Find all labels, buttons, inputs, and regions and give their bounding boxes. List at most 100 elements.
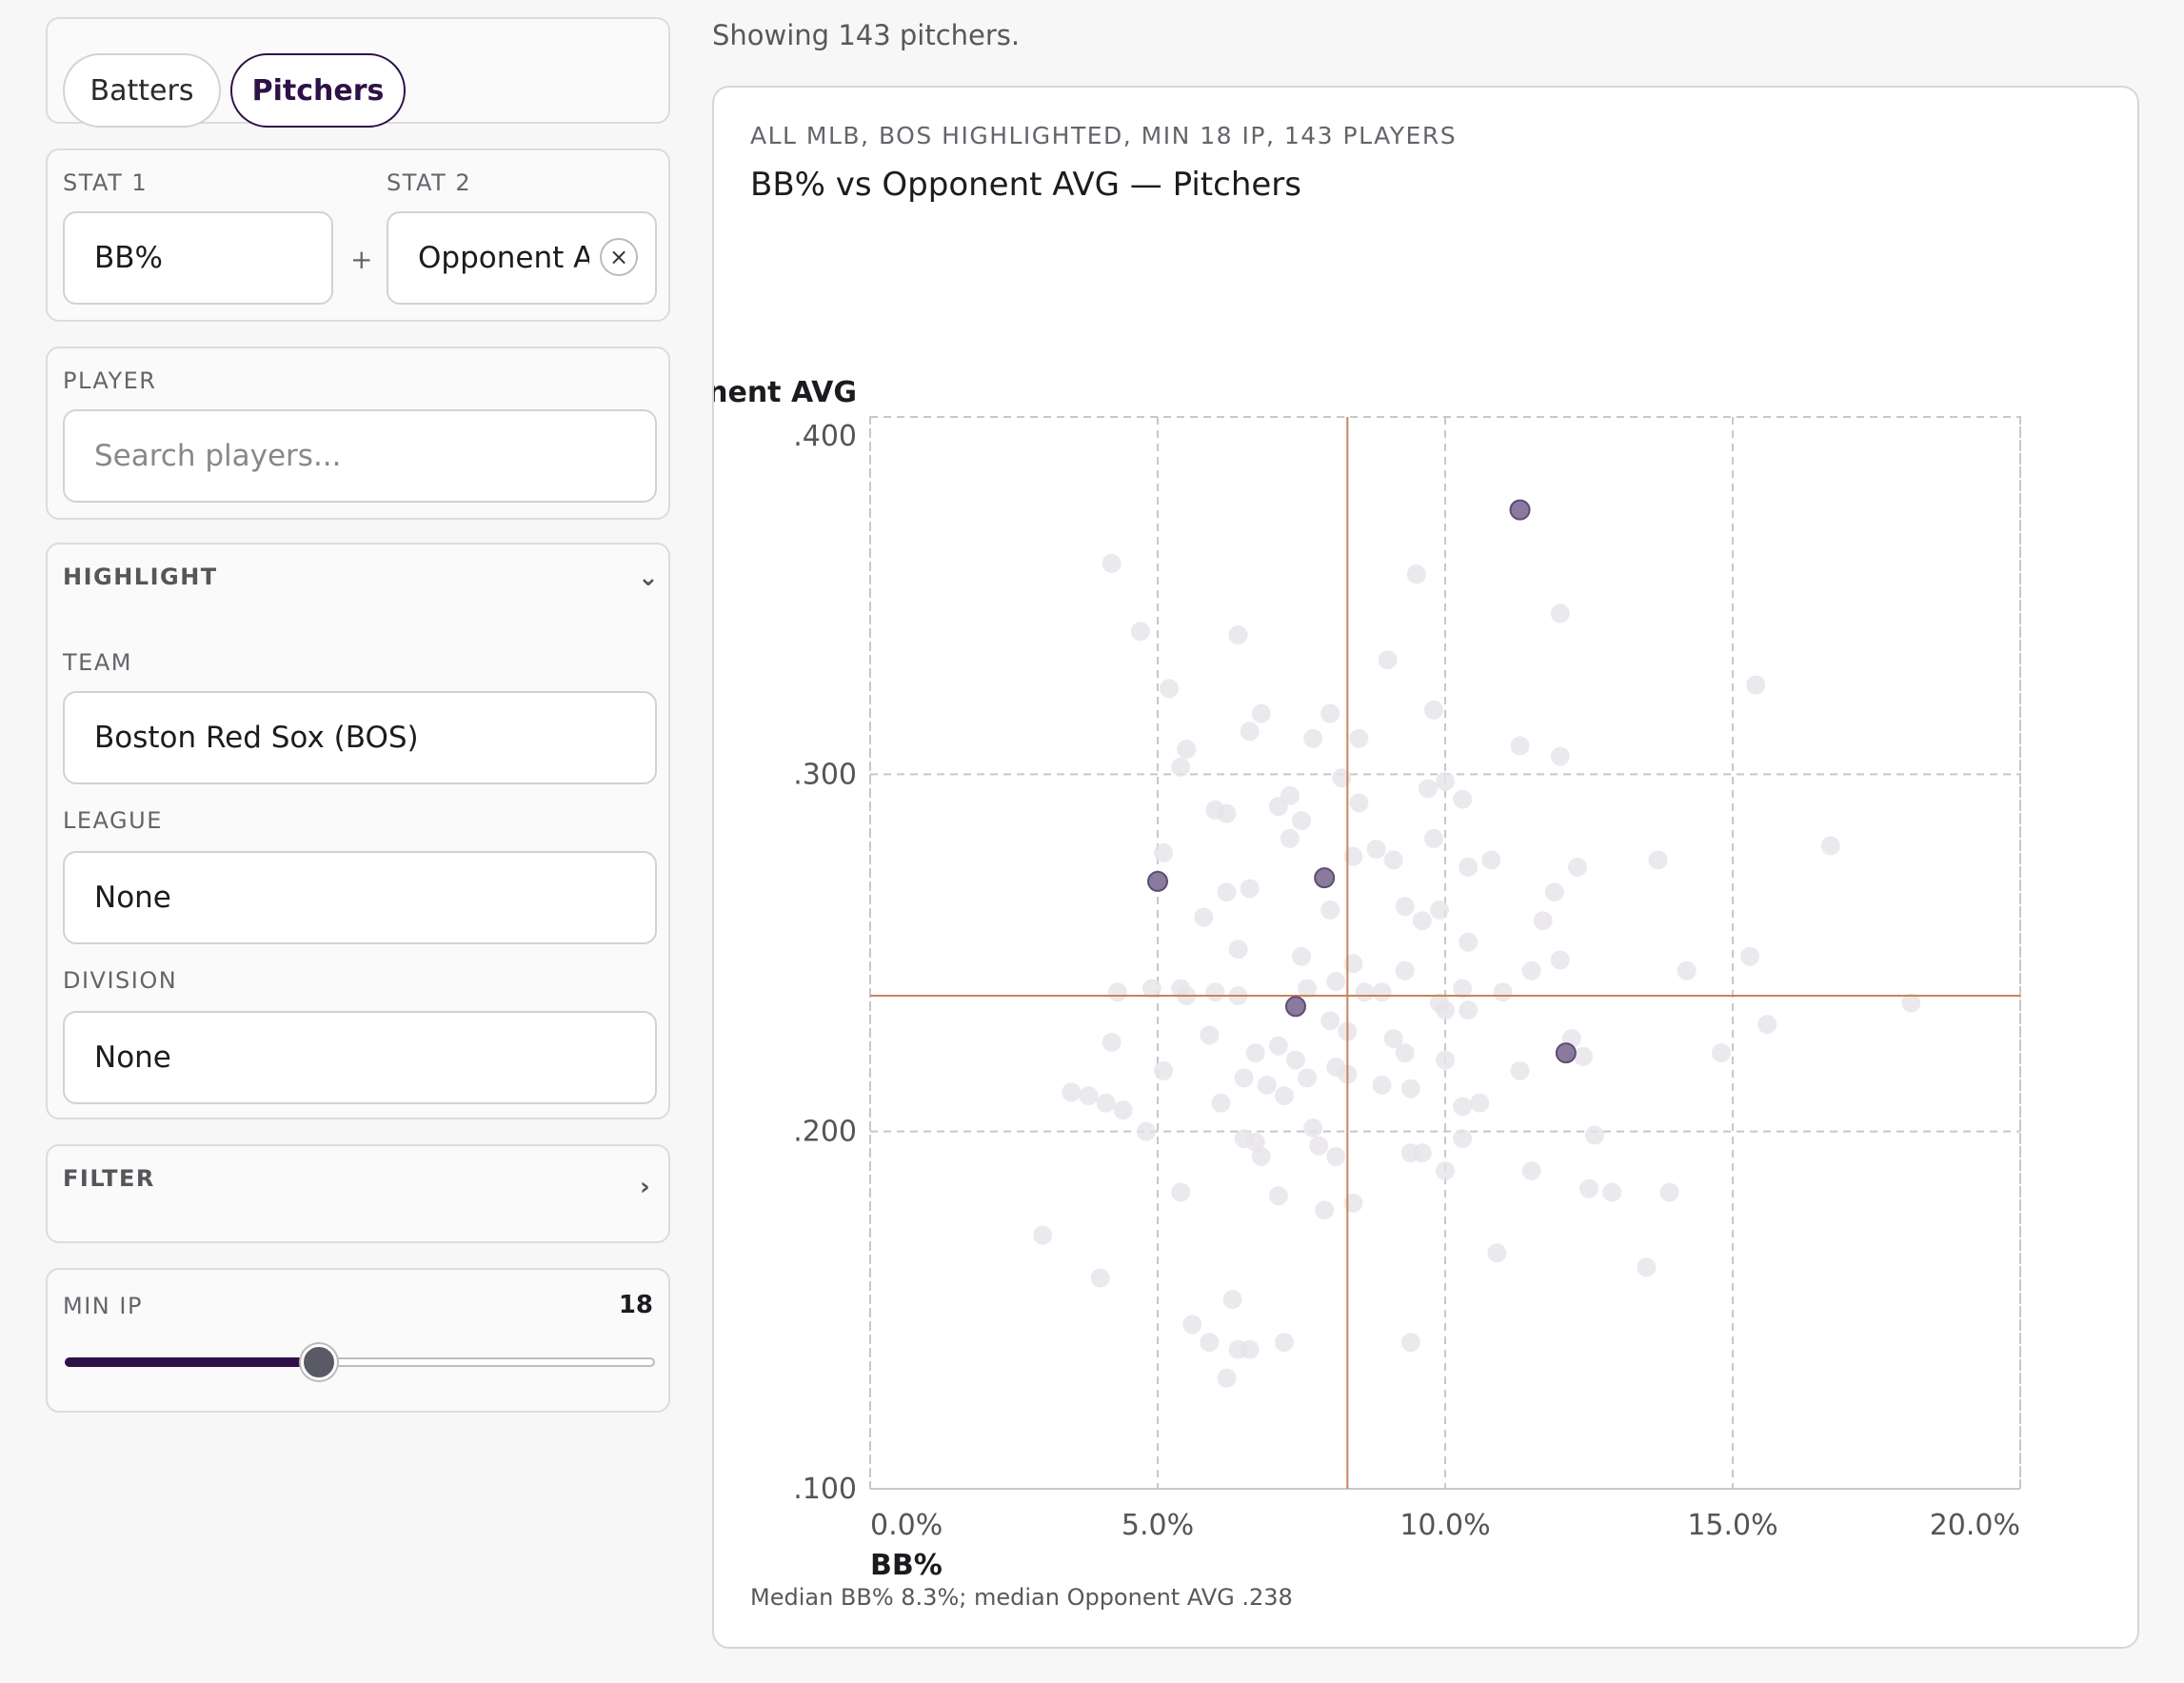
scatter-point: [1746, 675, 1766, 695]
scatter-point: [1659, 1182, 1679, 1202]
scatter-point: [1245, 1043, 1265, 1063]
scatter-point: [1171, 757, 1191, 777]
batters-toggle-button[interactable]: Batters: [63, 53, 221, 128]
scatter-point: [1096, 1093, 1116, 1113]
x-tick-label: 10.0%: [1400, 1509, 1490, 1542]
scatter-point: [1510, 1060, 1530, 1080]
filter-header[interactable]: FILTER: [63, 1165, 155, 1192]
scatter-point: [1217, 882, 1237, 902]
scatter-point: [1349, 728, 1369, 748]
x-axis-label: BB%: [870, 1549, 943, 1582]
y-axis-label: Opponent AVG: [714, 376, 857, 409]
min-ip-slider-thumb[interactable]: [300, 1344, 337, 1380]
highlight-header[interactable]: HIGHLIGHT: [63, 564, 218, 590]
scatter-point: [1033, 1225, 1053, 1245]
highlighted-point: [1555, 1042, 1577, 1064]
scatter-point: [1383, 1029, 1403, 1049]
scatter-point: [1222, 1290, 1242, 1310]
scatter-point: [1303, 728, 1323, 748]
stat1-label: STAT 1: [63, 169, 149, 196]
scatter-point: [1326, 1146, 1346, 1166]
scatter-point: [1309, 1136, 1329, 1156]
scatter-point: [1418, 779, 1438, 799]
division-select[interactable]: None: [63, 1011, 657, 1104]
scatter-point: [1493, 982, 1513, 1002]
scatter-point: [1481, 850, 1501, 870]
scatter-point: [1436, 771, 1455, 791]
highlighted-point: [1284, 996, 1306, 1018]
scatter-point: [1090, 1268, 1110, 1288]
y-tick-label: .400: [793, 420, 857, 453]
scatter-point: [1378, 650, 1398, 670]
x-tick-label: 5.0%: [1122, 1509, 1194, 1542]
scatter-point: [1107, 982, 1127, 1002]
scatter-point: [1470, 1093, 1490, 1113]
scatter-point: [1521, 960, 1541, 980]
scatter-point: [1453, 789, 1473, 809]
filter-panel[interactable]: FILTER ›: [46, 1144, 670, 1243]
scatter-point: [1240, 1339, 1260, 1359]
scatter-point: [1343, 954, 1363, 974]
min-ip-slider-fill: [65, 1357, 319, 1367]
chevron-down-icon[interactable]: ⌄: [638, 564, 659, 592]
scatter-point: [1366, 840, 1386, 860]
scatter-point: [1901, 993, 1921, 1013]
scatter-point: [1130, 622, 1150, 642]
scatter-point: [1567, 857, 1587, 877]
scatter-point: [1142, 979, 1161, 999]
scatter-point: [1406, 564, 1426, 584]
scatter-point: [1453, 1129, 1473, 1149]
scatter-point: [1332, 768, 1352, 788]
highlighted-point: [1147, 870, 1168, 892]
stat1-select[interactable]: BB%: [63, 211, 333, 305]
scatter-point: [1326, 972, 1346, 992]
league-select[interactable]: None: [63, 851, 657, 944]
scatter-point: [1268, 1186, 1288, 1206]
scatter-point: [1182, 1315, 1202, 1335]
scatter-point: [1062, 1082, 1082, 1102]
scatter-point: [1315, 1200, 1335, 1220]
clear-stat2-icon[interactable]: ×: [600, 238, 638, 276]
scatter-point: [1211, 1093, 1231, 1113]
scatter-point: [1349, 793, 1369, 813]
scatter-point: [1303, 1118, 1323, 1138]
scatter-point: [1436, 1160, 1455, 1180]
status-text: Showing 143 pitchers.: [712, 19, 1021, 51]
scatter-point: [1102, 1032, 1122, 1052]
chart-card: ALL MLB, BOS HIGHLIGHTED, MIN 18 IP, 143…: [712, 86, 2139, 1649]
scatter-point: [1459, 932, 1479, 952]
scatter-point: [1429, 900, 1449, 920]
scatter-point: [1154, 842, 1174, 862]
pitchers-toggle-button[interactable]: Pitchers: [230, 53, 406, 128]
y-tick-label: .200: [793, 1116, 857, 1149]
scatter-point: [1292, 946, 1311, 966]
chevron-right-icon[interactable]: ›: [640, 1173, 650, 1201]
scatter-point: [1320, 1011, 1340, 1031]
league-label: LEAGUE: [63, 807, 163, 834]
scatter-point: [1740, 946, 1760, 966]
scatter-point: [1487, 1243, 1507, 1263]
scatter-point: [1102, 553, 1122, 573]
player-search-input[interactable]: Search players...: [63, 409, 657, 503]
scatter-point: [1383, 850, 1403, 870]
scatter-point: [1544, 882, 1564, 902]
scatter-point: [1585, 1125, 1605, 1145]
player-label: PLAYER: [63, 367, 157, 394]
scatter-point: [1372, 1075, 1392, 1095]
team-select[interactable]: Boston Red Sox (BOS): [63, 691, 657, 784]
scatter-point: [1579, 1178, 1598, 1198]
scatter-point: [1292, 811, 1311, 831]
scatter-point: [1550, 604, 1570, 624]
scatter-point: [1372, 982, 1392, 1002]
y-tick-label: .100: [793, 1473, 857, 1506]
min-ip-label: MIN IP: [63, 1293, 143, 1319]
scatter-plot: 0.0% 5.0% 10.0% 15.0% 20.0% .100 .200 .300 .400 B…: [714, 376, 2021, 1582]
scatter-point: [1240, 722, 1260, 742]
scatter-point: [1711, 1043, 1731, 1063]
scatter-point: [1453, 1097, 1473, 1117]
highlight-panel: HIGHLIGHT ⌄ TEAM Boston Red Sox (BOS) LE…: [46, 543, 670, 1119]
scatter-point: [1355, 982, 1375, 1002]
scatter-point: [1285, 1050, 1305, 1070]
scatter-point: [1412, 1143, 1432, 1163]
scatter-point: [1079, 1086, 1099, 1106]
